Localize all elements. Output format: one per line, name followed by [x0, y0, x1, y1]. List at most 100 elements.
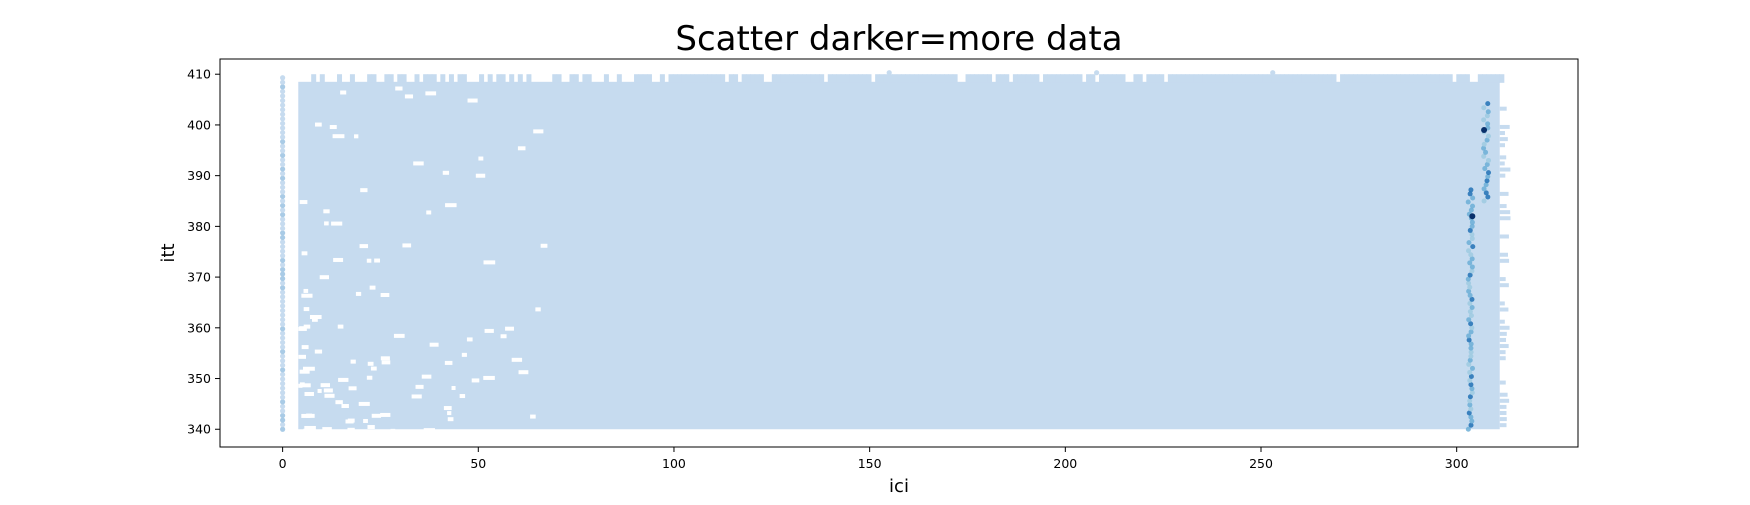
- hexbin-cell: [280, 116, 286, 122]
- hexbin-cell: [280, 276, 286, 282]
- hexbin-cell: [448, 74, 454, 83]
- hexbin-cell: [1434, 74, 1440, 83]
- hexbin-cell: [280, 289, 286, 295]
- hexbin-cell: [280, 321, 286, 327]
- hexbin-hot-cell: [1467, 402, 1473, 408]
- hexbin-cell: [978, 74, 984, 83]
- hexbin-gap: [317, 388, 322, 393]
- hexbin-cell: [280, 198, 286, 204]
- hexbin-cell: [280, 148, 286, 154]
- y-tick-label: 350: [187, 371, 211, 386]
- hexbin-hot-cell: [1467, 369, 1473, 375]
- hexbin-cell: [1499, 210, 1511, 215]
- hexbin-cell: [1137, 74, 1143, 83]
- hexbin-cell: [401, 74, 407, 83]
- hexbin-gap: [355, 291, 362, 296]
- hexbin-hot-cell: [1483, 182, 1489, 188]
- x-tick-label: 0: [279, 456, 287, 471]
- hexbin-cell: [440, 74, 446, 83]
- hexbin-cell: [982, 74, 988, 83]
- hexbin-cell: [280, 212, 286, 218]
- hexbin-hot-cell: [1467, 309, 1473, 315]
- hexbin-cell: [862, 74, 868, 83]
- hexbin-hot-cell: [1469, 256, 1475, 262]
- hexbin-cell: [1064, 74, 1070, 83]
- hexbin-cell: [1043, 74, 1049, 83]
- hexbin-cell: [280, 248, 286, 254]
- hexbin-cell: [1499, 191, 1509, 196]
- hexbin-cell: [1499, 106, 1507, 111]
- hexbin-gap: [535, 307, 541, 312]
- hexbin-cell: [685, 74, 691, 83]
- hexbin-gap: [311, 317, 318, 322]
- hexbin-hot-cell: [1467, 300, 1473, 306]
- hexbin-cell: [280, 75, 286, 81]
- hexbin-hot-cell: [1466, 248, 1472, 254]
- hexbin-cell: [280, 381, 286, 387]
- x-axis: 0 50 100 150 200 250 300: [279, 447, 1469, 471]
- hexbin-gap: [459, 394, 466, 399]
- hexbin-cell: [1279, 74, 1285, 83]
- hexbin-body: [298, 81, 1500, 430]
- hexbin-gap: [299, 383, 311, 388]
- hexbin-cell: [496, 74, 502, 83]
- hexbin-cell: [1499, 356, 1506, 361]
- hexbin-cell: [280, 166, 286, 172]
- hexbin-cell: [280, 417, 286, 423]
- hexbin-hot-cell: [1466, 333, 1472, 339]
- y-tick-label: 390: [187, 168, 211, 183]
- hexbin-cell: [280, 84, 286, 90]
- hexbin-gap: [530, 414, 536, 419]
- hexbin-cell: [1193, 74, 1199, 83]
- hexbin-cell: [883, 74, 889, 83]
- hexbin-cell: [1202, 74, 1208, 83]
- hexbin-cell: [1499, 277, 1506, 282]
- hexbin-gap: [402, 243, 412, 248]
- hexbin-cell: [280, 303, 286, 309]
- hexbin-gap: [340, 90, 347, 95]
- hexbin-hot-cell: [1468, 374, 1474, 380]
- hexbin-hot-cell: [1466, 280, 1472, 286]
- hexbin-cell: [1456, 74, 1462, 83]
- hexbin-gap: [478, 156, 484, 161]
- hexbin-cell: [1499, 137, 1508, 142]
- hexbin-cell: [1357, 74, 1363, 83]
- hexbin-cell: [728, 74, 734, 83]
- hexbin-cell: [875, 74, 881, 83]
- hexbin-hot-cell: [1468, 406, 1474, 412]
- hexbin-gap: [306, 413, 315, 418]
- hexbin-cell: [1098, 74, 1104, 83]
- hexbin-cell: [1426, 74, 1432, 83]
- y-axis: 340 350 360 370 380 390 400 410: [187, 67, 220, 437]
- hexbin-hot-cell: [1484, 178, 1490, 184]
- hexbin-gap: [540, 243, 548, 248]
- hexbin-hot-cell: [1467, 191, 1473, 197]
- hexbin-gap: [359, 244, 369, 249]
- hexbin-hot-cell: [1467, 260, 1473, 266]
- hexbin-gap: [302, 366, 315, 371]
- hexbin-cell: [1004, 74, 1010, 83]
- hexbin-gap: [332, 134, 345, 139]
- hexbin-cell: [702, 74, 708, 83]
- hexbin-cell: [1309, 74, 1315, 83]
- hexbin-cell: [1499, 131, 1505, 136]
- hexbin-hot-cell: [1485, 121, 1491, 127]
- hexbin-hot-cell: [1469, 365, 1475, 371]
- hexbin-cell: [1499, 307, 1509, 312]
- hexbin-cell: [952, 74, 958, 83]
- hexbin-cell: [1499, 143, 1505, 148]
- hexbin-hot-cell: [1485, 109, 1491, 115]
- hexbin-cell: [1378, 74, 1384, 83]
- hexbin-gap: [358, 401, 370, 406]
- hexbin-cell: [1499, 331, 1507, 336]
- hexbin-cell: [280, 102, 286, 108]
- hexbin-cell: [1241, 74, 1247, 83]
- hexbin-hot-cell: [1467, 227, 1473, 233]
- hexbin-cell: [810, 74, 816, 83]
- hexbin-cell: [1292, 74, 1298, 83]
- hexbin-cell: [999, 74, 1005, 83]
- hexbin-cell: [569, 74, 575, 83]
- hexbin-cell: [1197, 74, 1203, 83]
- hexbin-cell: [745, 74, 751, 83]
